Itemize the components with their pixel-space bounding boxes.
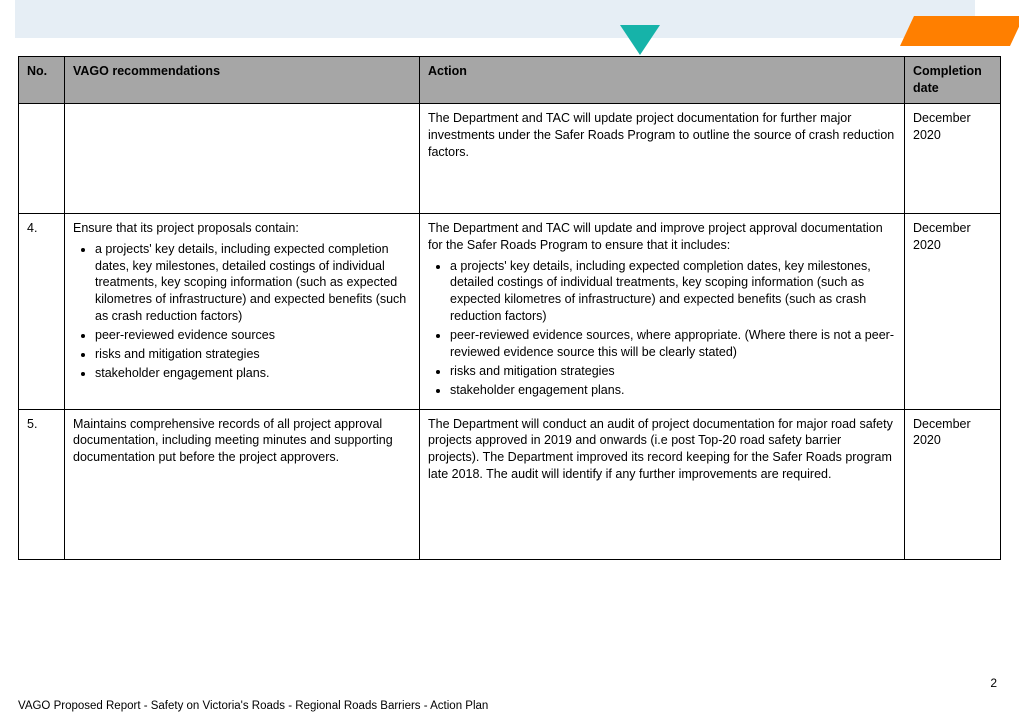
list-item: a projects' key details, including expec… [95,241,411,325]
list-item: peer-reviewed evidence sources [95,327,411,344]
col-header-no: No. [19,57,65,104]
cell-date: December 2020 [905,213,1001,409]
cell-rec: Maintains comprehensive records of all p… [65,409,420,559]
list-item: stakeholder engagement plans. [95,365,411,382]
table-row: 5. Maintains comprehensive records of al… [19,409,1001,559]
list-item: stakeholder engagement plans. [450,382,896,399]
list-item: risks and mitigation strategies [450,363,896,380]
list-item: risks and mitigation strategies [95,346,411,363]
action-text: The Department and TAC will update and i… [428,220,896,254]
cell-date: December 2020 [905,409,1001,559]
recommendations-table: No. VAGO recommendations Action Completi… [18,56,1001,560]
list-item: a projects' key details, including expec… [450,258,896,326]
action-text: The Department and TAC will update proje… [428,110,896,161]
cell-action: The Department will conduct an audit of … [420,409,905,559]
cell-rec [65,103,420,213]
col-header-rec: VAGO recommendations [65,57,420,104]
cell-action: The Department and TAC will update proje… [420,103,905,213]
col-header-date: Completion date [905,57,1001,104]
table-header-row: No. VAGO recommendations Action Completi… [19,57,1001,104]
footer-text: VAGO Proposed Report - Safety on Victori… [18,700,488,712]
cell-no [19,103,65,213]
page-number: 2 [990,676,997,690]
list-item: peer-reviewed evidence sources, where ap… [450,327,896,361]
cell-no: 4. [19,213,65,409]
page: No. VAGO recommendations Action Completi… [0,0,1019,720]
table-row: The Department and TAC will update proje… [19,103,1001,213]
cell-rec: Ensure that its project proposals contai… [65,213,420,409]
rec-bullets: a projects' key details, including expec… [95,241,411,382]
col-header-action: Action [420,57,905,104]
action-bullets: a projects' key details, including expec… [450,258,896,399]
orange-decoration [900,16,1019,46]
rec-text: Ensure that its project proposals contai… [73,220,411,237]
cell-no: 5. [19,409,65,559]
table-row: 4. Ensure that its project proposals con… [19,213,1001,409]
cell-action: The Department and TAC will update and i… [420,213,905,409]
cell-date: December 2020 [905,103,1001,213]
header-band [15,0,975,38]
triangle-decoration [620,25,660,55]
